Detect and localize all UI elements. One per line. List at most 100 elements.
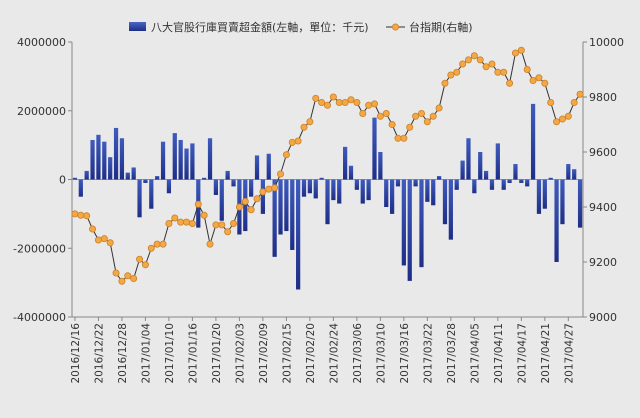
line-point xyxy=(89,225,97,233)
bar xyxy=(155,176,160,180)
line-point xyxy=(482,63,490,71)
bar xyxy=(489,179,495,190)
bar xyxy=(296,179,301,290)
line-point xyxy=(136,255,144,263)
bar xyxy=(348,165,354,180)
bar xyxy=(249,179,254,197)
line-point xyxy=(118,277,126,285)
right-tick-label: 9000 xyxy=(589,311,617,324)
line-point xyxy=(488,60,496,68)
line-point xyxy=(183,218,191,226)
line-point xyxy=(206,240,214,248)
bar xyxy=(172,133,177,180)
bar xyxy=(472,179,477,194)
line-point xyxy=(212,221,220,229)
bar xyxy=(454,179,459,190)
bar xyxy=(190,143,195,180)
bar xyxy=(389,179,395,214)
bar xyxy=(113,127,119,180)
line-point xyxy=(541,79,549,87)
bar xyxy=(507,179,512,183)
line-point xyxy=(400,134,408,142)
bar xyxy=(84,170,89,180)
bar xyxy=(536,179,542,214)
line-point xyxy=(265,185,273,193)
line-point xyxy=(394,134,402,142)
x-tick-label: 2017/03/22 xyxy=(422,323,434,384)
left-tick-label: 4000000 xyxy=(17,36,66,49)
line-point xyxy=(71,210,79,218)
right-axis: 10000 9800 9600 9400 9200 9000 xyxy=(583,36,624,324)
bar xyxy=(313,179,318,199)
right-tick-label: 9200 xyxy=(589,256,617,269)
line-point xyxy=(124,272,132,280)
x-tick-label: 2016/12/28 xyxy=(117,323,129,384)
bar xyxy=(431,179,436,206)
line-point xyxy=(306,118,314,126)
bar xyxy=(137,179,142,218)
x-tick-label: 2017/01/04 xyxy=(140,323,152,384)
x-axis: 2016/12/16 2016/12/22 2016/12/28 2017/01/04… xyxy=(70,317,575,384)
line-point xyxy=(553,118,561,126)
line-point xyxy=(277,170,285,178)
line-point xyxy=(112,269,120,277)
line-point xyxy=(365,101,373,109)
bar xyxy=(307,179,312,194)
line-point xyxy=(406,123,414,131)
bar xyxy=(360,179,365,204)
bar xyxy=(90,139,95,180)
right-tick-label: 9400 xyxy=(589,201,617,214)
line-point xyxy=(235,203,243,211)
line-point xyxy=(435,104,443,112)
x-tick-label: 2017/03/10 xyxy=(375,323,387,384)
bar xyxy=(407,179,412,281)
line-point xyxy=(94,236,102,244)
line-point xyxy=(535,74,543,82)
line-point xyxy=(447,71,455,79)
bar xyxy=(125,172,130,180)
line-point xyxy=(318,99,326,107)
bar xyxy=(272,179,277,257)
bar xyxy=(243,179,248,232)
line-point xyxy=(500,68,508,76)
bar xyxy=(566,164,571,180)
left-tick-label: 0 xyxy=(59,174,66,187)
bar xyxy=(495,143,500,180)
x-tick-label: 2017/04/05 xyxy=(469,323,481,384)
x-tick-label: 2017/04/27 xyxy=(563,323,575,384)
line-point xyxy=(564,112,572,120)
x-tick-label: 2017/01/20 xyxy=(211,323,223,384)
x-tick-label: 2017/04/17 xyxy=(516,323,528,384)
bar xyxy=(337,179,342,204)
line-point xyxy=(382,110,390,118)
bar xyxy=(278,179,283,235)
line-point xyxy=(100,235,108,243)
bar xyxy=(530,103,536,180)
bar xyxy=(436,176,442,180)
bar xyxy=(572,169,577,180)
line-point xyxy=(353,99,361,107)
bar xyxy=(442,179,448,225)
line-point xyxy=(171,214,179,222)
bar xyxy=(577,179,583,228)
bar xyxy=(78,179,83,197)
bar xyxy=(102,141,107,180)
bar xyxy=(460,160,465,180)
bar xyxy=(331,179,336,201)
bar xyxy=(372,117,377,180)
line-point xyxy=(77,211,85,219)
line-point xyxy=(218,221,226,229)
bar xyxy=(366,179,371,201)
line-point xyxy=(83,212,91,220)
line-point xyxy=(247,206,255,214)
line-point xyxy=(558,115,566,123)
x-tick-label: 2017/02/09 xyxy=(258,323,270,384)
bar xyxy=(160,141,166,180)
bar xyxy=(483,170,489,180)
x-tick-label: 2017/03/06 xyxy=(352,323,364,384)
line-point xyxy=(106,239,114,247)
line-point xyxy=(517,46,525,54)
x-tick-label: 2017/03/16 xyxy=(399,323,411,384)
left-axis: 4000000 2000000 0 -2000000 -4000000 xyxy=(13,36,72,324)
